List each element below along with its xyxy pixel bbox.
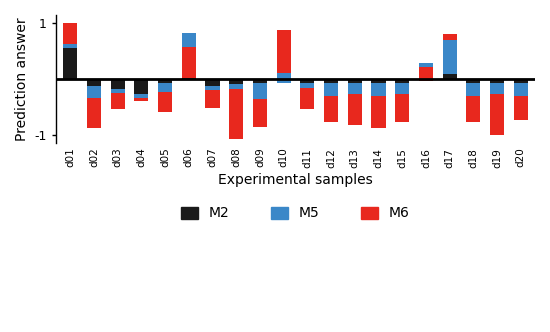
Bar	[324, 96, 338, 122]
Bar	[371, 79, 386, 83]
Bar	[63, 44, 78, 48]
Bar	[182, 33, 196, 79]
Bar	[490, 95, 504, 134]
Bar	[443, 40, 456, 74]
X-axis label: Experimental samples: Experimental samples	[218, 173, 373, 187]
Bar	[466, 83, 481, 96]
Bar	[253, 99, 267, 127]
Bar	[300, 79, 315, 83]
Bar	[395, 83, 409, 95]
Bar	[324, 83, 338, 96]
Bar	[466, 96, 481, 122]
Bar	[419, 67, 433, 81]
Bar	[324, 79, 338, 83]
Bar	[348, 95, 362, 125]
Bar	[63, 23, 78, 44]
Bar	[371, 83, 386, 96]
Bar	[87, 98, 101, 128]
Bar	[348, 79, 362, 83]
Bar	[205, 90, 219, 108]
Bar	[87, 79, 101, 86]
Bar	[277, 73, 291, 83]
Bar	[277, 79, 291, 83]
Bar	[514, 96, 528, 120]
Bar	[443, 35, 456, 40]
Bar	[158, 79, 172, 83]
Bar	[277, 30, 291, 73]
Bar	[111, 79, 125, 89]
Bar	[514, 79, 528, 83]
Bar	[229, 84, 243, 89]
Bar	[134, 98, 148, 101]
Bar	[419, 63, 433, 79]
Bar	[348, 83, 362, 95]
Bar	[443, 74, 456, 79]
Bar	[134, 79, 148, 95]
Bar	[300, 88, 315, 109]
Bar	[205, 79, 219, 86]
Bar	[111, 93, 125, 109]
Bar	[253, 79, 267, 83]
Bar	[466, 79, 481, 83]
Bar	[182, 33, 196, 47]
Bar	[395, 79, 409, 83]
Bar	[134, 95, 148, 101]
Bar	[182, 47, 196, 78]
Bar	[229, 89, 243, 139]
Bar	[229, 79, 243, 84]
Bar	[395, 95, 409, 122]
Bar	[111, 89, 125, 93]
Bar	[300, 83, 315, 88]
Bar	[158, 92, 172, 112]
Bar	[87, 86, 101, 98]
Y-axis label: Prediction answer: Prediction answer	[15, 17, 29, 141]
Bar	[253, 83, 267, 99]
Bar	[371, 96, 386, 128]
Bar	[514, 83, 528, 96]
Bar	[205, 86, 219, 90]
Bar	[63, 48, 78, 79]
Bar	[419, 63, 433, 67]
Bar	[158, 83, 172, 92]
Bar	[490, 83, 504, 95]
Bar	[490, 79, 504, 83]
Legend: M2, M5, M6: M2, M5, M6	[175, 201, 416, 226]
